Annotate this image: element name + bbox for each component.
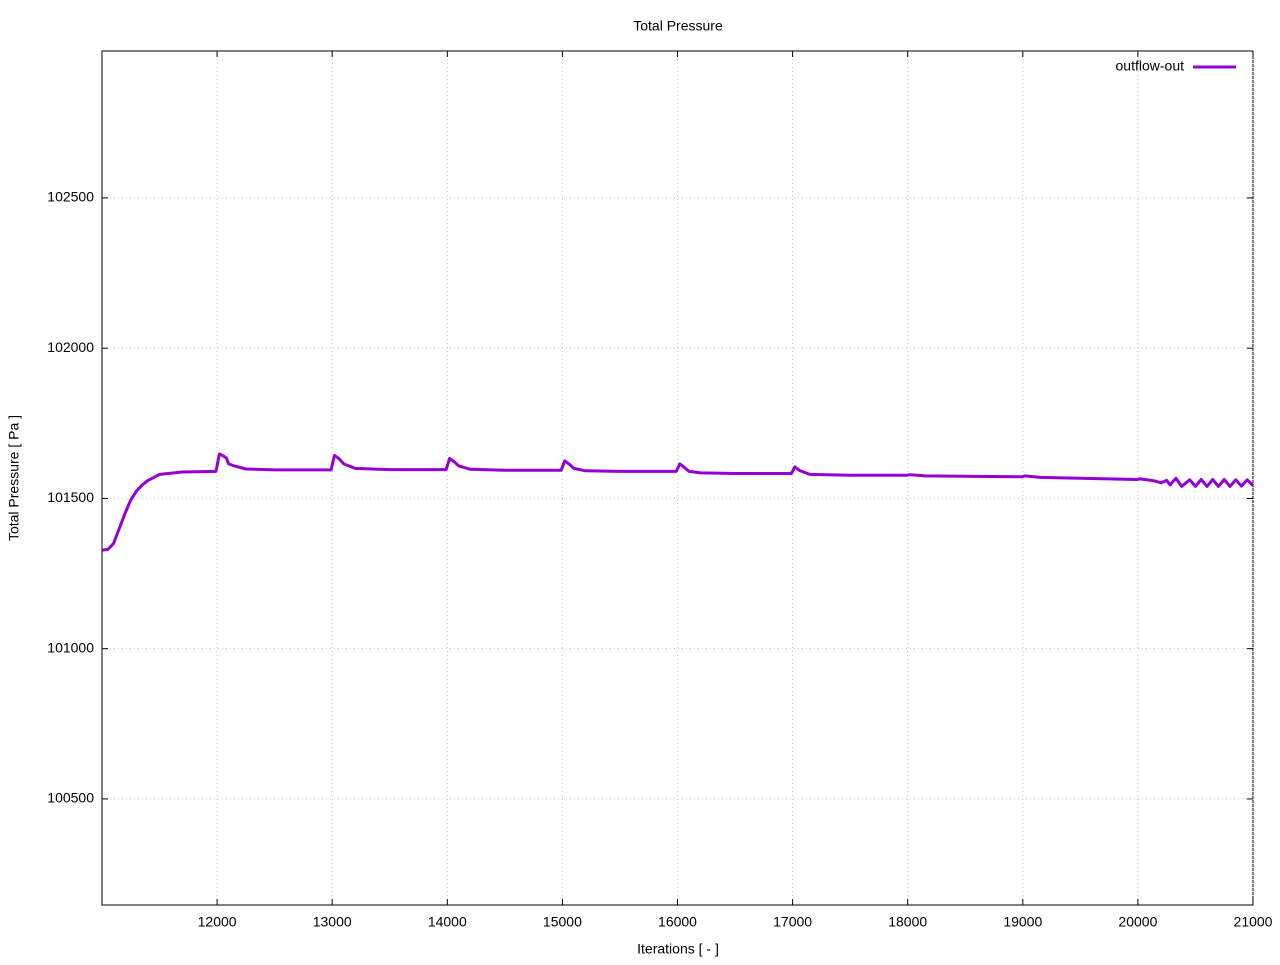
x-tick-label: 21000 xyxy=(1234,914,1273,930)
x-tick-label: 17000 xyxy=(773,914,812,930)
legend-label: outflow-out xyxy=(1116,58,1185,74)
x-tick-label: 12000 xyxy=(198,914,237,930)
x-tick-label: 18000 xyxy=(888,914,927,930)
x-tick-label: 19000 xyxy=(1003,914,1042,930)
x-tick-label: 16000 xyxy=(658,914,697,930)
y-tick-label: 101500 xyxy=(47,489,94,505)
y-tick-label: 102000 xyxy=(47,339,94,355)
x-tick-label: 15000 xyxy=(543,914,582,930)
chart-title: Total Pressure xyxy=(633,18,723,34)
y-tick-label: 101000 xyxy=(47,639,94,655)
x-tick-label: 20000 xyxy=(1118,914,1157,930)
line-series xyxy=(101,452,1255,552)
x-axis-label: Iterations [ - ] xyxy=(637,941,719,957)
x-tick-label: 14000 xyxy=(428,914,467,930)
x-tick-label: 13000 xyxy=(313,914,352,930)
y-axis-label: Total Pressure [ Pa ] xyxy=(6,415,22,541)
y-tick-label: 100500 xyxy=(47,790,94,806)
y-tick-label: 102500 xyxy=(47,189,94,205)
